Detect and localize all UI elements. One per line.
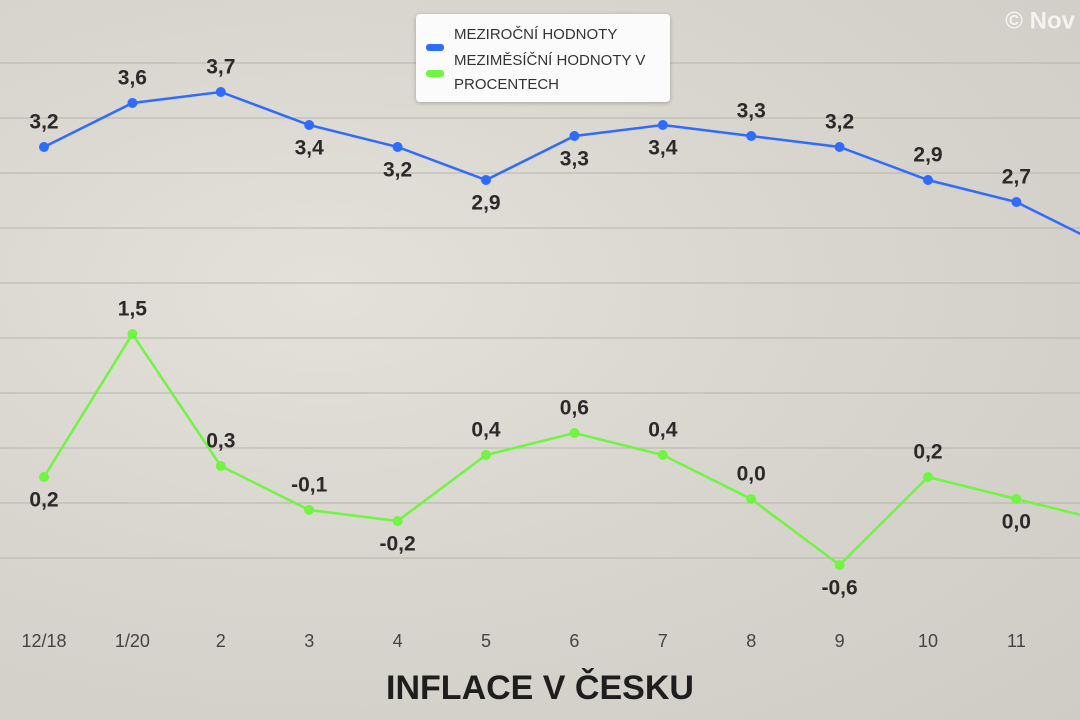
value-label: 3,2 [825, 111, 854, 134]
value-label: 3,4 [295, 137, 325, 160]
value-label: 3,6 [118, 67, 147, 90]
value-label: 0,4 [648, 419, 678, 442]
x-tick-label: 4 [393, 631, 403, 651]
data-point [834, 142, 845, 152]
x-tick-label: 11 [1007, 631, 1026, 651]
value-label: 2,9 [471, 192, 500, 215]
x-tick-label: 1/20 [115, 631, 150, 651]
value-label: 3,4 [648, 137, 678, 160]
x-tick-label: 9 [835, 631, 845, 651]
data-point [569, 428, 580, 438]
value-label: -0,2 [380, 533, 416, 556]
data-point [215, 87, 226, 97]
value-label: 0,6 [560, 397, 589, 420]
data-point [1011, 197, 1022, 207]
data-point [834, 560, 845, 570]
value-label: 0,2 [29, 489, 58, 512]
data-point [39, 142, 49, 152]
data-point [215, 461, 226, 471]
data-point [923, 175, 933, 185]
x-tick-label: 3 [304, 631, 314, 651]
value-label: -0,1 [291, 474, 328, 497]
value-label: 3,2 [383, 159, 412, 182]
data-point [481, 450, 491, 460]
legend-swatch [426, 70, 444, 77]
data-point [746, 131, 757, 141]
data-point [657, 450, 668, 460]
data-point [923, 472, 933, 482]
data-point [569, 131, 580, 141]
x-tick-label: 7 [658, 631, 668, 651]
data-point [481, 175, 491, 185]
value-label: 0,3 [206, 430, 235, 453]
value-label: 3,3 [737, 100, 766, 123]
value-label: 0,4 [471, 419, 501, 442]
value-label: 3,2 [29, 111, 58, 134]
chart-title: INFLACE V ČESKU [386, 668, 694, 707]
legend: MEZIROČNÍ HODNOTY MEZIMĚSÍČNÍ HODNOTY V … [416, 14, 670, 102]
x-tick-label: 12/18 [21, 631, 66, 651]
data-point [304, 505, 315, 515]
value-label: 0,0 [737, 463, 766, 486]
data-point [127, 329, 138, 339]
data-point [746, 494, 757, 504]
legend-label: MEZIMĚSÍČNÍ HODNOTY V PROCENTECH [454, 52, 646, 93]
x-tick-label: 8 [746, 631, 756, 651]
x-tick-label: 6 [569, 631, 579, 651]
value-label: 2,7 [1002, 166, 1031, 189]
value-label: -0,6 [822, 577, 858, 600]
grid [0, 62, 1080, 559]
data-point [127, 98, 138, 108]
value-label: 1,5 [118, 298, 148, 321]
data-point [1011, 494, 1022, 504]
data-point [392, 516, 403, 526]
value-label: 3,3 [560, 148, 589, 171]
watermark: © Nov [1005, 7, 1075, 34]
value-label: 0,2 [913, 441, 942, 464]
legend-swatch [426, 44, 444, 51]
value-label: 2,9 [913, 144, 942, 167]
x-tick-label: 10 [918, 631, 938, 651]
data-point [304, 120, 315, 130]
x-tick-label: 2 [216, 631, 226, 651]
legend-label: MEZIROČNÍ HODNOTY [454, 26, 618, 43]
value-label: 0,0 [1002, 511, 1031, 534]
data-point [392, 142, 403, 152]
data-point [657, 120, 668, 130]
data-point [39, 472, 49, 482]
x-tick-label: 5 [481, 631, 491, 651]
value-label: 3,7 [206, 56, 235, 79]
